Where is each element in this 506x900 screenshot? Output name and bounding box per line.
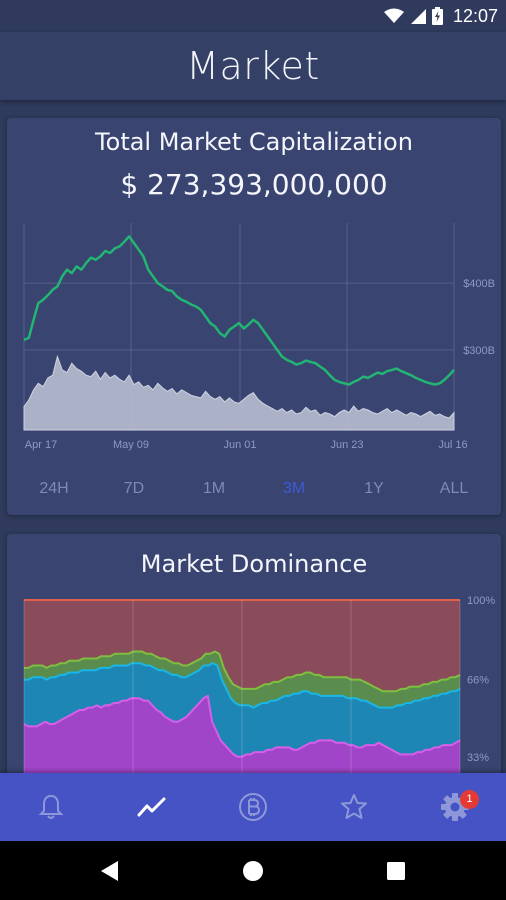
y-tick-label: $300B: [463, 345, 495, 357]
market-cap-card: Total Market Capitalization $ 273,393,00…: [7, 118, 501, 515]
page-title: Market: [186, 44, 320, 88]
status-bar: 12:07: [0, 0, 506, 32]
market-dominance-title: Market Dominance: [140, 550, 368, 578]
back-icon: [101, 860, 118, 881]
range-3m-button[interactable]: 3M: [265, 478, 323, 500]
home-button[interactable]: [213, 841, 293, 900]
nav-favorites[interactable]: [303, 773, 404, 841]
star-icon: [340, 794, 367, 819]
range-all-button[interactable]: ALL: [425, 478, 483, 500]
range-1y-button[interactable]: 1Y: [345, 478, 403, 500]
signal-icon: [410, 9, 426, 24]
status-icons: 12:07: [383, 5, 498, 27]
bell-icon: [38, 794, 63, 819]
nav-coins[interactable]: [202, 773, 303, 841]
y-tick-label: 100%: [467, 595, 495, 607]
market-cap-title: Total Market Capitalization: [95, 128, 413, 156]
market-cap-chart[interactable]: Apr 17 May 09 Jun 01 Jun 23 Jul 16 $400B $300B: [7, 218, 501, 458]
back-button[interactable]: [70, 841, 150, 900]
y-tick-label: 33%: [467, 752, 489, 764]
battery-charging-icon: [431, 7, 443, 25]
wifi-icon: [383, 8, 404, 23]
chart-trend-icon: [137, 797, 165, 817]
nav-settings[interactable]: 1: [404, 773, 505, 841]
nav-alerts[interactable]: [0, 773, 101, 841]
y-tick-label: 66%: [467, 675, 489, 687]
x-tick-label: May 09: [113, 439, 149, 451]
recents-icon: [387, 861, 405, 880]
bottom-navigation: 1: [0, 773, 506, 841]
market-cap-value: $ 273,393,000,000: [120, 168, 388, 201]
app-bar: Market: [0, 32, 506, 100]
time-range-selector: 24H 7D 1M 3M 1Y ALL: [25, 478, 483, 500]
recents-button[interactable]: [356, 841, 436, 900]
bitcoin-icon: [238, 793, 267, 821]
system-navigation-bar: [0, 841, 506, 900]
range-1m-button[interactable]: 1M: [185, 478, 243, 500]
volume-area: [23, 354, 455, 431]
x-tick-label: Apr 17: [25, 439, 57, 451]
nav-market[interactable]: [101, 773, 202, 841]
x-tick-label: Jul 16: [438, 439, 467, 451]
range-24h-button[interactable]: 24H: [25, 478, 83, 500]
bitcoin-line: [23, 694, 461, 758]
ethereum-line: [24, 662, 461, 709]
range-7d-button[interactable]: 7D: [105, 478, 163, 500]
x-tick-label: Jun 01: [223, 439, 256, 451]
home-icon: [243, 860, 263, 881]
top3-line: [24, 650, 461, 693]
x-tick-label: Jun 23: [330, 439, 363, 451]
status-time: 12:07: [452, 5, 498, 26]
settings-badge: 1: [460, 790, 479, 809]
y-tick-label: $400B: [463, 278, 495, 290]
market-cap-line: [23, 235, 455, 386]
